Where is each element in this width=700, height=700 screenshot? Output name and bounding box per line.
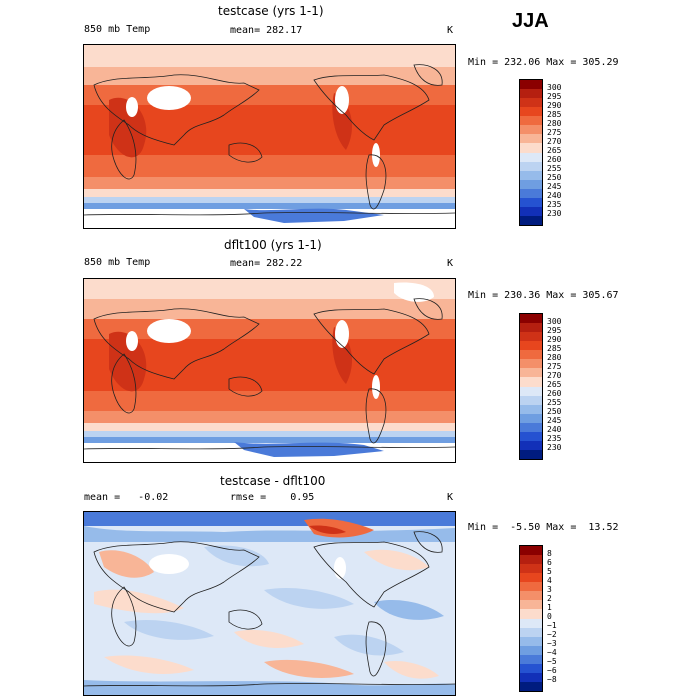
colorbar-tick: 280 <box>547 353 562 362</box>
colorbar-tick: 240 <box>547 191 562 200</box>
colorbar-tick: 230 <box>547 443 562 452</box>
panel-3-minmax: Min = -5.50 Max = 13.52 <box>468 522 619 533</box>
colorbar-tick: 300 <box>547 83 562 92</box>
panel-1-mean-label: mean= 282.17 <box>230 25 303 36</box>
colorbar-tick: 260 <box>547 389 562 398</box>
panel-3-colorbar <box>519 545 543 692</box>
panel-1-unit-label: K <box>447 25 454 36</box>
panel-1-map <box>83 44 456 229</box>
colorbar-tick: 255 <box>547 164 562 173</box>
colorbar-tick: 245 <box>547 416 562 425</box>
colorbar-tick: 285 <box>547 344 562 353</box>
colorbar-tick: 5 <box>547 567 552 576</box>
colorbar-tick: −4 <box>547 648 557 657</box>
colorbar-tick: −2 <box>547 630 557 639</box>
panel-3-colorbar-ticks: 8 6 5 4 3 2 1 0 −1 −2 −3 −4 −5 −6 −8 <box>547 545 587 690</box>
colorbar-tick: −6 <box>547 666 557 675</box>
colorbar-tick: 0 <box>547 612 552 621</box>
colorbar-tick: 235 <box>547 434 562 443</box>
panel-2-colorbar-ticks: 300 295 290 285 280 275 270 265 260 255 … <box>547 313 587 458</box>
colorbar-tick: −8 <box>547 675 557 684</box>
colorbar-tick: 2 <box>547 594 552 603</box>
colorbar-tick: 265 <box>547 380 562 389</box>
panel-2-variable-label: 850 mb Temp <box>84 257 151 268</box>
panel-3-map <box>83 511 456 696</box>
panel-1-colorbar-ticks: 300 295 290 285 280 275 270 265 260 255 … <box>547 79 587 224</box>
panel-1-title: testcase (yrs 1-1) <box>218 4 324 18</box>
panel-2-unit-label: K <box>447 258 454 269</box>
panel-1-colorbar <box>519 79 543 226</box>
colorbar-tick: 275 <box>547 362 562 371</box>
colorbar-tick: 235 <box>547 200 562 209</box>
colorbar-tick: 290 <box>547 101 562 110</box>
colorbar-tick: 250 <box>547 173 562 182</box>
colorbar-tick: 230 <box>547 209 562 218</box>
colorbar-tick: 295 <box>547 326 562 335</box>
colorbar-tick: 250 <box>547 407 562 416</box>
panel-2-map <box>83 278 456 463</box>
colorbar-tick: 270 <box>547 137 562 146</box>
colorbar-tick: −3 <box>547 639 557 648</box>
colorbar-tick: 295 <box>547 92 562 101</box>
colorbar-tick: 3 <box>547 585 552 594</box>
panel-2-colorbar <box>519 313 543 460</box>
colorbar-tick: 280 <box>547 119 562 128</box>
panel-2-mean-label: mean= 282.22 <box>230 258 303 269</box>
colorbar-tick: −5 <box>547 657 557 666</box>
panel-1-minmax: Min = 232.06 Max = 305.29 <box>468 57 619 68</box>
colorbar-tick: 265 <box>547 146 562 155</box>
colorbar-tick: 290 <box>547 335 562 344</box>
colorbar-tick: 8 <box>547 549 552 558</box>
panel-2-title: dflt100 (yrs 1-1) <box>224 238 322 252</box>
colorbar-tick: 240 <box>547 425 562 434</box>
colorbar-tick: 245 <box>547 182 562 191</box>
colorbar-tick: 275 <box>547 128 562 137</box>
panel-3-title: testcase - dflt100 <box>220 474 326 488</box>
colorbar-tick: 6 <box>547 558 552 567</box>
colorbar-tick: 260 <box>547 155 562 164</box>
colorbar-tick: 4 <box>547 576 552 585</box>
colorbar-tick: −1 <box>547 621 557 630</box>
colorbar-tick: 285 <box>547 110 562 119</box>
colorbar-tick: 300 <box>547 317 562 326</box>
season-label: JJA <box>512 10 549 32</box>
panel-2-minmax: Min = 230.36 Max = 305.67 <box>468 290 619 301</box>
colorbar-tick: 270 <box>547 371 562 380</box>
panel-3-unit-label: K <box>447 492 454 503</box>
panel-3-mean-label: mean = -0.02 <box>84 492 169 503</box>
colorbar-tick: 255 <box>547 398 562 407</box>
panel-1-variable-label: 850 mb Temp <box>84 24 151 35</box>
colorbar-tick: 1 <box>547 603 552 612</box>
panel-3-rmse-label: rmse = 0.95 <box>230 492 315 503</box>
